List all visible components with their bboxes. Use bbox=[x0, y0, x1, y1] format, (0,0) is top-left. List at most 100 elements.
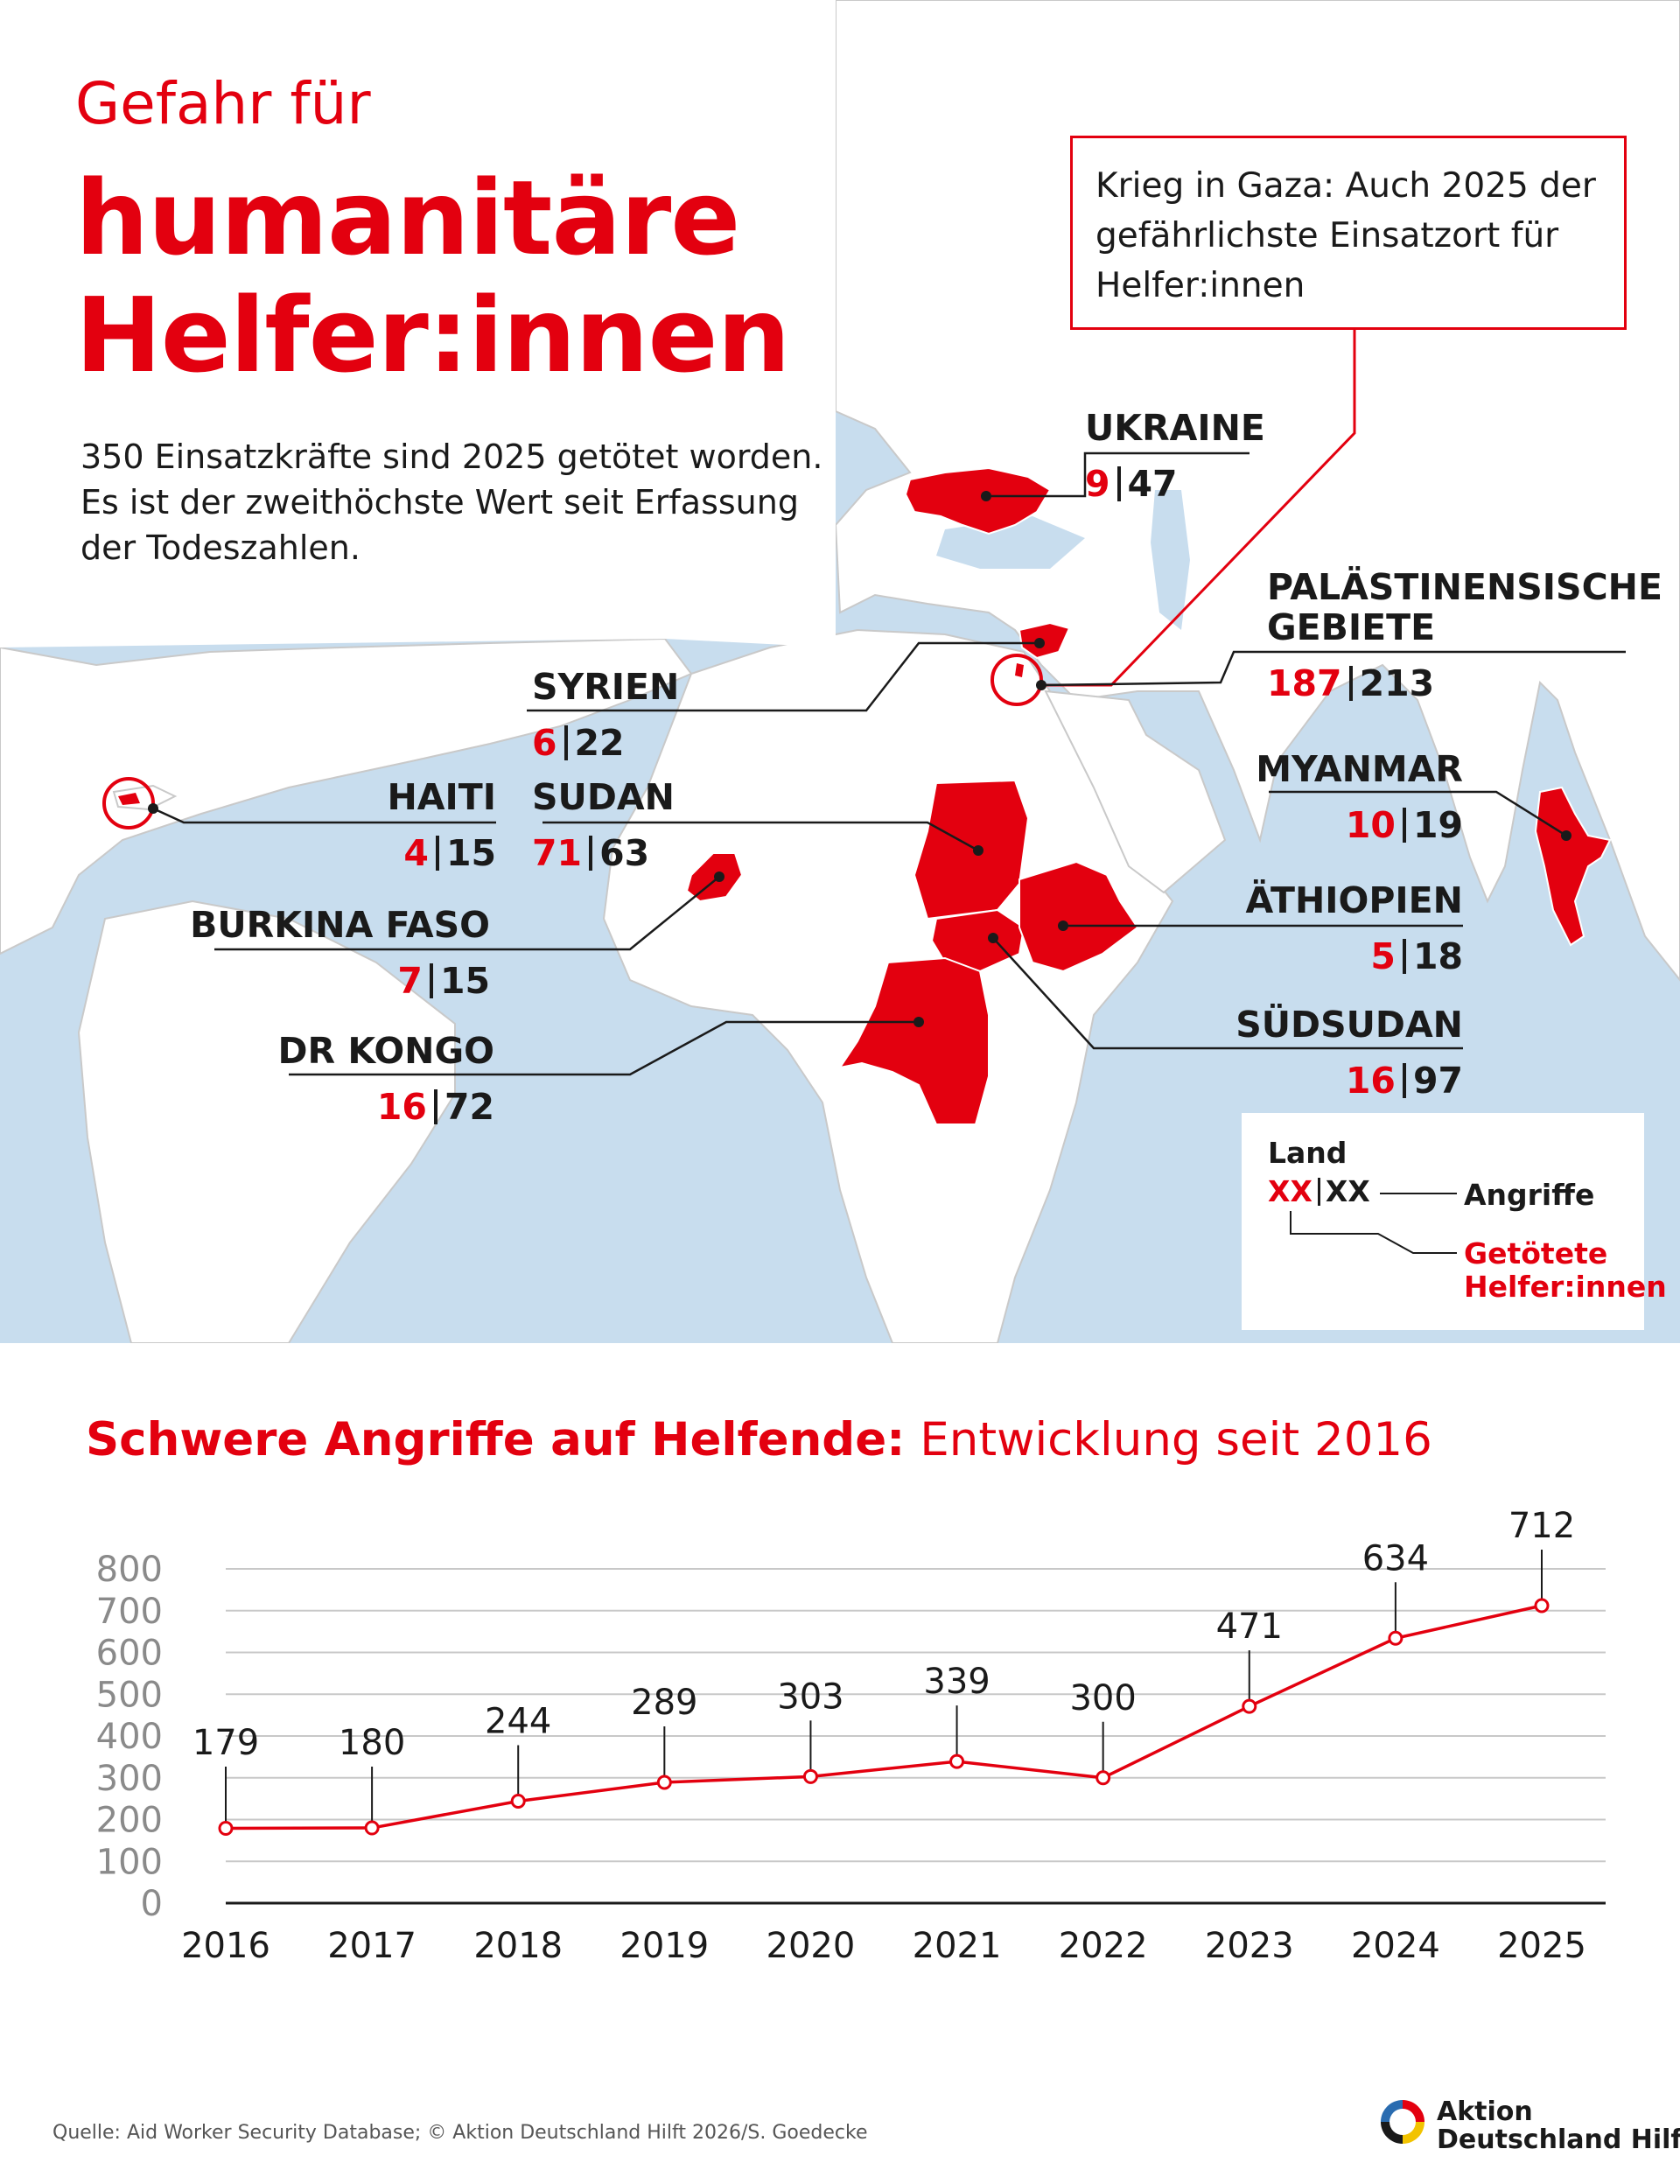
dot-burkina-faso bbox=[714, 872, 724, 882]
separator bbox=[433, 1089, 438, 1124]
country-name: UKRAINE bbox=[1085, 407, 1265, 449]
page-subtitle: Gefahr für bbox=[75, 70, 371, 137]
data-point bbox=[1534, 1598, 1550, 1614]
value-stems bbox=[225, 1550, 1543, 1822]
dot-south-sudan bbox=[988, 933, 998, 943]
shape-haiti bbox=[118, 793, 140, 805]
label-burkina-faso: BURKINA FASO 7 15 bbox=[175, 905, 490, 1001]
caspian-sea bbox=[1151, 490, 1190, 630]
legend-attacks-label: Angriffe bbox=[1464, 1178, 1595, 1212]
data-label: 300 bbox=[1069, 1678, 1136, 1718]
data-point bbox=[949, 1754, 965, 1769]
separator bbox=[429, 963, 433, 998]
separator bbox=[435, 836, 439, 871]
y-tick-label: 700 bbox=[96, 1592, 163, 1632]
attacks-count: 15 bbox=[439, 960, 490, 1002]
y-tick-label: 400 bbox=[96, 1717, 163, 1757]
page-title-line-2: Helfer:innen bbox=[75, 275, 790, 396]
country-name: HAITI bbox=[387, 776, 496, 818]
logo-text: Aktion Deutschland Hilft bbox=[1437, 2098, 1680, 2154]
dot-dr-congo bbox=[914, 1017, 924, 1027]
country-name: MYANMAR bbox=[1256, 748, 1463, 790]
attacks-count: 213 bbox=[1359, 662, 1435, 704]
map-panel: Gefahr für humanitäre Helfer:innen 350 E… bbox=[0, 0, 1680, 1343]
separator bbox=[1402, 808, 1406, 843]
country-name: BURKINA FASO bbox=[190, 904, 490, 946]
data-point bbox=[218, 1821, 234, 1837]
killed-count: 187 bbox=[1267, 662, 1342, 704]
shape-palestine bbox=[1015, 663, 1024, 677]
data-label: 289 bbox=[631, 1683, 697, 1723]
x-tick-label: 2022 bbox=[1059, 1926, 1148, 1966]
country-name: SÜDSUDAN bbox=[1236, 1004, 1463, 1046]
page-title-line-1: humanitäre bbox=[75, 158, 740, 278]
separator bbox=[1348, 666, 1353, 701]
country-name: PALÄSTINENSISCHE bbox=[1267, 566, 1662, 608]
chart-grid bbox=[226, 1568, 1606, 1905]
dot-syria bbox=[1034, 638, 1045, 648]
data-point bbox=[656, 1774, 672, 1790]
data-point bbox=[1096, 1770, 1111, 1786]
title-backdrop bbox=[0, 0, 836, 648]
killed-count: 16 bbox=[376, 1086, 427, 1128]
land-arabia bbox=[1044, 690, 1227, 894]
gaza-callout-text: Krieg in Gaza: Auch 2025 der gefährlichs… bbox=[1096, 166, 1596, 305]
data-point bbox=[364, 1820, 380, 1836]
data-label: 303 bbox=[777, 1676, 844, 1717]
country-numbers: 6 22 bbox=[532, 723, 679, 763]
leader-haiti bbox=[152, 807, 496, 824]
data-label: 471 bbox=[1216, 1606, 1283, 1647]
killed-count: 5 bbox=[1370, 935, 1396, 977]
dot-palestine bbox=[1036, 680, 1046, 690]
leader-myanmar bbox=[1269, 790, 1567, 837]
x-tick-label: 2021 bbox=[913, 1926, 1002, 1966]
label-syria: SYRIEN 6 22 bbox=[532, 667, 679, 763]
attacks-count: 63 bbox=[599, 832, 650, 874]
leader-palestine bbox=[1040, 650, 1626, 687]
chart-title-rest: Entwicklung seit 2016 bbox=[905, 1413, 1432, 1466]
label-south-sudan: SÜDSUDAN 16 97 bbox=[1225, 1004, 1463, 1101]
country-name: SUDAN bbox=[532, 776, 675, 818]
legend-killed-label: Getötete Helfer:innen bbox=[1464, 1236, 1667, 1304]
y-tick-label: 100 bbox=[96, 1842, 163, 1882]
data-label: 180 bbox=[339, 1723, 405, 1763]
logo-line-1: Aktion bbox=[1437, 2096, 1533, 2127]
separator bbox=[564, 725, 568, 760]
legend-lines bbox=[1290, 1193, 1457, 1254]
label-ukraine: UKRAINE 9 47 bbox=[1085, 408, 1265, 504]
separator bbox=[589, 836, 593, 871]
x-tick-label: 2019 bbox=[620, 1926, 709, 1966]
country-numbers: 4 15 bbox=[350, 833, 496, 873]
killed-count: 4 bbox=[403, 832, 429, 874]
bay-of-bengal bbox=[1312, 822, 1479, 1050]
label-sudan: SUDAN 71 63 bbox=[532, 777, 675, 873]
data-label: 179 bbox=[192, 1723, 259, 1763]
label-ethiopia: ÄTHIOPIEN 5 18 bbox=[1225, 880, 1463, 976]
x-axis-ticks: 2016 2017 2018 2019 2020 2021 2022 2023 2024 2025 bbox=[181, 1926, 1586, 1966]
x-tick-label: 2024 bbox=[1351, 1926, 1440, 1966]
data-label: 244 bbox=[485, 1701, 551, 1741]
shape-south-sudan bbox=[930, 908, 1026, 973]
y-tick-label: 0 bbox=[141, 1884, 163, 1924]
gaza-callout: Krieg in Gaza: Auch 2025 der gefährlichs… bbox=[1070, 136, 1627, 330]
persian-gulf bbox=[1129, 700, 1199, 761]
logo-mark-icon bbox=[1377, 2096, 1428, 2147]
leader-dr-congo bbox=[289, 1020, 919, 1076]
data-points bbox=[218, 1598, 1550, 1837]
label-dr-congo: DR KONGO 16 72 bbox=[262, 1031, 494, 1127]
killed-count: 16 bbox=[1345, 1060, 1396, 1102]
dot-haiti bbox=[148, 803, 158, 814]
killed-count: 6 bbox=[532, 722, 557, 764]
data-labels: 179 180 244 289 303 339 300 471 634 712 bbox=[192, 1506, 1575, 1763]
data-point bbox=[510, 1793, 526, 1809]
legend-attacks-placeholder: XX bbox=[1325, 1174, 1370, 1208]
legend-separator bbox=[1317, 1178, 1320, 1206]
country-name-line-2: GEBIETE bbox=[1267, 606, 1436, 648]
country-numbers: 7 15 bbox=[175, 961, 490, 1001]
data-point bbox=[1242, 1698, 1257, 1714]
x-tick-label: 2016 bbox=[181, 1926, 270, 1966]
brand-logo: Aktion Deutschland Hilft bbox=[1376, 2093, 1680, 2154]
land-south-america bbox=[77, 900, 456, 1343]
